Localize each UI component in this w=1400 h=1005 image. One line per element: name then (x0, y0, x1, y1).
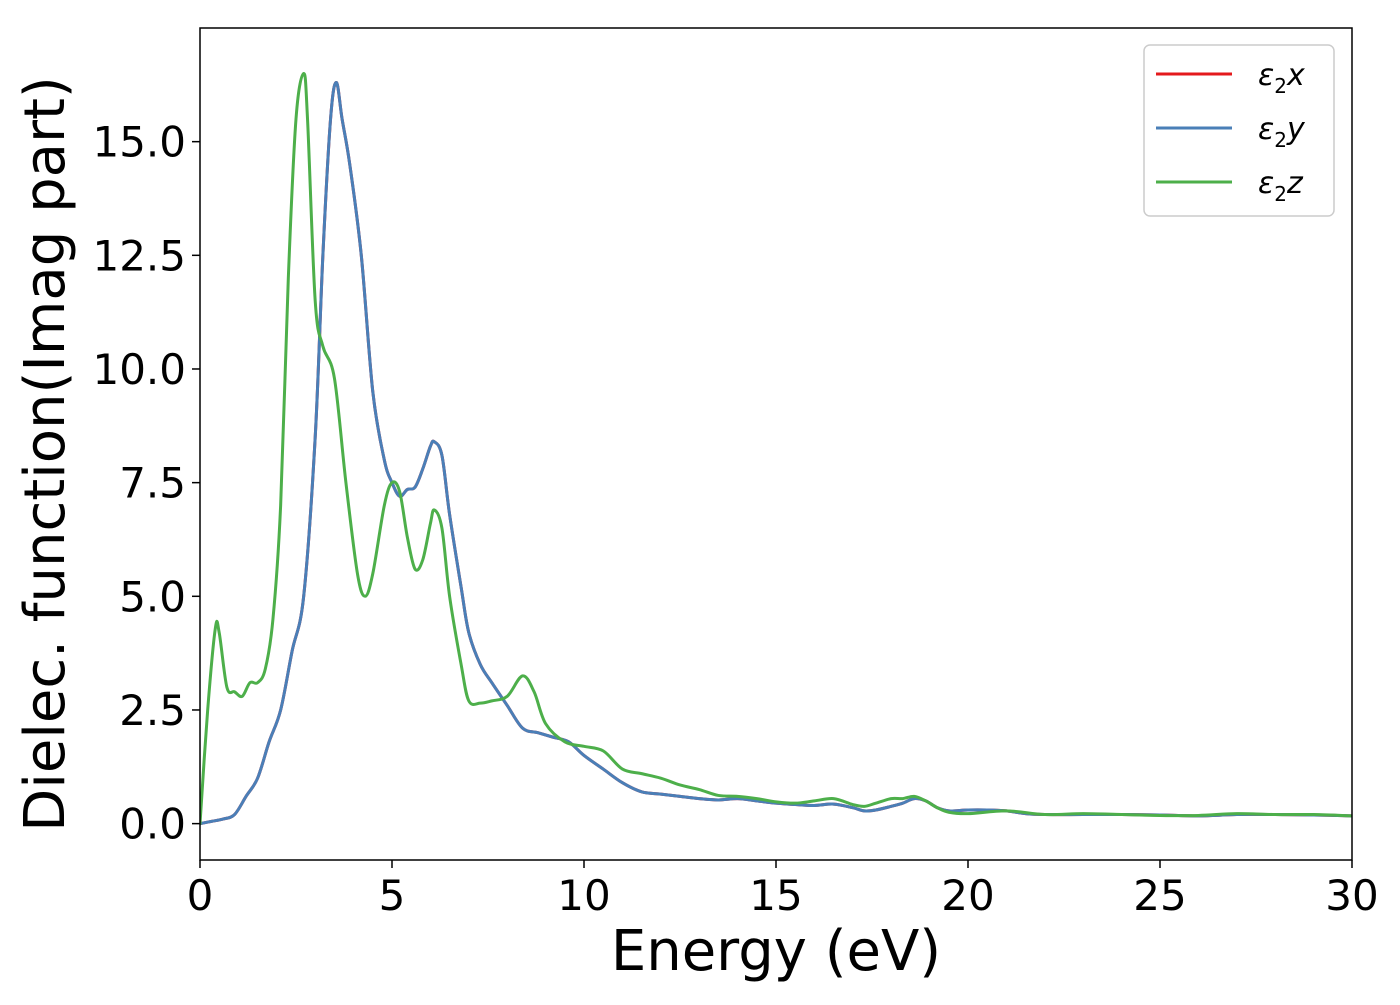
legend-subscript: 2 (1274, 74, 1287, 98)
x-tick-label: 5 (379, 871, 406, 920)
legend-label: ε2y (1258, 112, 1306, 152)
legend-item-z: ε2z (1156, 166, 1304, 206)
y-tick-label: 0.0 (119, 800, 186, 849)
series-layer (200, 71, 1352, 826)
x-tick-label: 0 (187, 871, 214, 920)
y-tick-label: 2.5 (119, 686, 186, 735)
legend-subscript: 2 (1274, 182, 1287, 206)
x-axis-ticks: 0 5 10 15 20 25 30 (187, 860, 1379, 920)
x-tick-label: 25 (1133, 871, 1186, 920)
legend-label: ε2x (1258, 58, 1305, 98)
y-axis-label: Dielec. function(Imag part) (13, 76, 78, 832)
legend-base: ε (1258, 58, 1274, 93)
legend-subscript: 2 (1274, 128, 1287, 152)
legend-item-x: ε2x (1156, 58, 1305, 98)
y-tick-label: 10.0 (92, 345, 186, 394)
legend-label: ε2z (1258, 166, 1304, 206)
x-tick-label: 10 (557, 871, 610, 920)
y-tick-label: 5.0 (119, 572, 186, 621)
legend-suffix: z (1286, 166, 1304, 201)
x-axis-label: Energy (eV) (611, 919, 941, 984)
series-line-z (200, 71, 1352, 826)
legend-base: ε (1258, 112, 1274, 147)
legend-suffix: y (1286, 112, 1306, 147)
y-tick-label: 15.0 (92, 118, 186, 167)
legend-suffix: x (1286, 58, 1305, 93)
y-tick-label: 7.5 (119, 459, 186, 508)
y-axis-ticks: 0.0 2.5 5.0 7.5 10.0 12.5 15.0 (92, 118, 200, 849)
x-tick-label: 30 (1325, 871, 1378, 920)
legend-base: ε (1258, 166, 1274, 201)
x-tick-label: 15 (749, 871, 802, 920)
y-tick-label: 12.5 (92, 231, 186, 280)
series-line-y (200, 81, 1352, 826)
legend-box (1143, 44, 1335, 217)
x-tick-label: 20 (941, 871, 994, 920)
legend-item-y: ε2y (1156, 112, 1306, 152)
